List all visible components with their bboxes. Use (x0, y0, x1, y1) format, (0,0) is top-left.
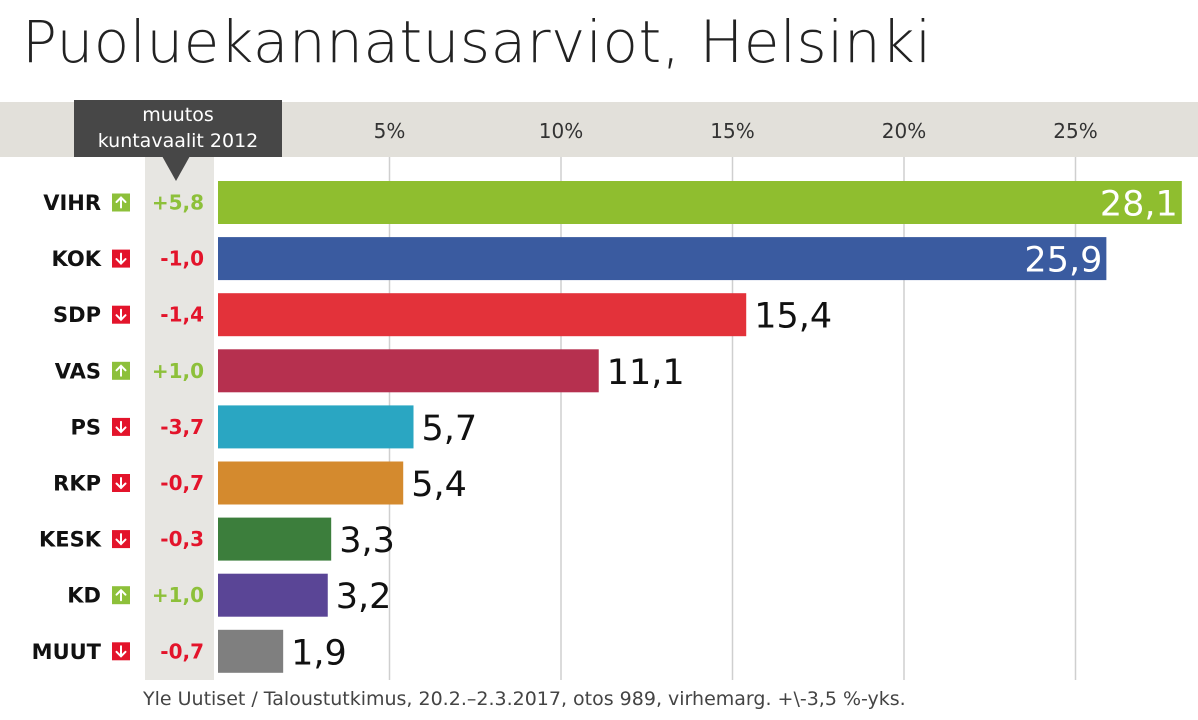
party-label: RKP (53, 472, 101, 496)
arrow-down-glyph (115, 533, 127, 546)
arrow-down-glyph (115, 420, 127, 434)
change-value: +5,8 (152, 191, 204, 215)
arrow-down-glyph (115, 645, 127, 658)
party-label: PS (70, 415, 101, 439)
bar-value-label: 3,2 (336, 577, 392, 617)
bar-value-label: 1,9 (291, 633, 347, 673)
change-header-pointer (162, 156, 190, 181)
bar-sdp (218, 293, 747, 337)
bar-value-label: 5,7 (422, 409, 478, 449)
change-value: -0,7 (160, 639, 204, 663)
bar-value-label: 11,1 (607, 353, 685, 393)
bar-value-label: 5,4 (411, 465, 467, 505)
party-label: KD (67, 584, 101, 608)
x-tick-label: 20% (882, 119, 926, 143)
source-note: Yle Uutiset / Taloustutkimus, 20.2.–2.3.… (143, 688, 906, 710)
arrow-down-glyph (115, 477, 127, 490)
bar-vihr (218, 181, 1182, 224)
bar-kesk (218, 517, 332, 561)
change-value: -0,3 (160, 527, 204, 551)
bar-value-label: 28,1 (1100, 185, 1178, 225)
bar-ps (218, 405, 414, 449)
change-header-badge (74, 100, 282, 157)
party-label: VAS (55, 359, 101, 383)
change-value: +1,0 (152, 359, 204, 383)
arrow-down-glyph (115, 308, 127, 322)
bar-kok (218, 237, 1107, 281)
arrow-up-glyph (115, 196, 127, 209)
party-label: VIHR (43, 191, 101, 215)
change-value: -0,7 (160, 471, 204, 495)
arrow-down-glyph (115, 252, 127, 266)
bar-vas (218, 349, 599, 393)
arrow-up-glyph (115, 588, 127, 602)
party-label: MUUT (32, 640, 102, 664)
x-tick-label: 5% (374, 119, 406, 143)
bar-value-label: 25,9 (1024, 241, 1102, 281)
party-label: KOK (52, 247, 102, 271)
change-column-bg (145, 157, 214, 680)
chart-title: Puoluekannatusarviot, Helsinki (22, 8, 932, 76)
x-tick-label: 15% (710, 119, 754, 143)
change-value: -1,4 (160, 303, 204, 327)
change-header-line2: kuntavaalit 2012 (98, 130, 259, 152)
change-value: -1,0 (160, 247, 204, 271)
bar-muut (218, 629, 284, 673)
arrow-up-glyph (115, 364, 127, 377)
x-tick-label: 25% (1053, 119, 1097, 143)
party-label: SDP (53, 303, 101, 327)
bar-value-label: 3,3 (339, 521, 395, 561)
change-header-line1: muutos (142, 104, 214, 126)
party-label: KESK (39, 528, 102, 552)
bar-kd (218, 573, 328, 617)
bar-value-label: 15,4 (754, 297, 832, 337)
bar-rkp (218, 461, 404, 505)
change-value: +1,0 (152, 583, 204, 607)
x-tick-label: 10% (539, 119, 583, 143)
change-value: -3,7 (160, 415, 204, 439)
